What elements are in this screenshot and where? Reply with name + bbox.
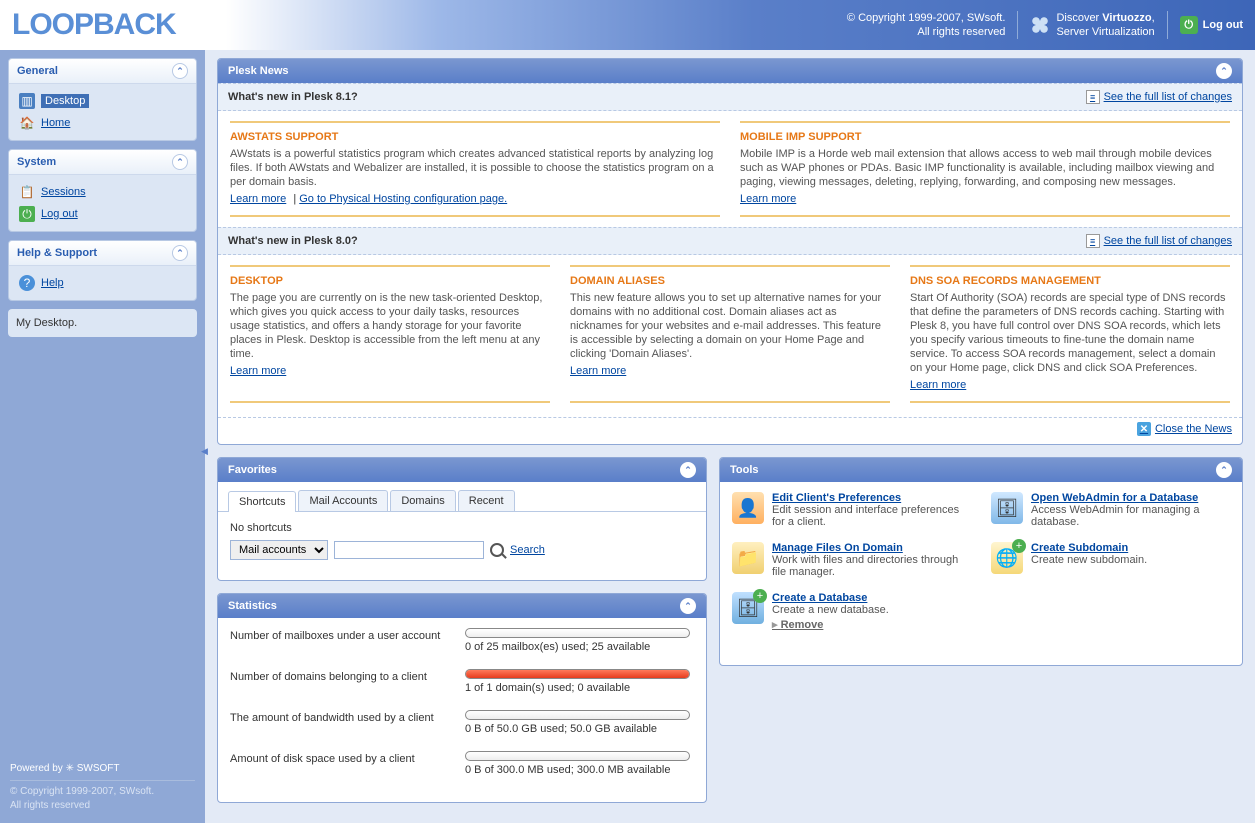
sidebar-help: Help & Support⌃ ? Help <box>8 240 197 301</box>
help-icon: ? <box>19 275 35 291</box>
favorites-empty-text: No shortcuts <box>230 522 694 534</box>
sidebar-item-sessions[interactable]: 📋 Sessions <box>17 181 188 203</box>
remove-link[interactable]: Remove <box>772 618 889 631</box>
stat-row: Amount of disk space used by a client0 B… <box>230 751 694 776</box>
collapse-icon[interactable]: ⌃ <box>1216 63 1232 79</box>
sidebar-item-desktop[interactable]: ▥ Desktop <box>17 90 188 112</box>
subdomain-icon: 🌐 <box>991 542 1023 574</box>
tool-edit-prefs: 👤 Edit Client's Preferences Edit session… <box>732 492 971 528</box>
learn-more-link[interactable]: Learn more <box>230 365 286 377</box>
sidebar: General⌃ ▥ Desktop 🏠 Home System⌃ 📋 Sess… <box>0 50 205 823</box>
favorites-panel: Favorites⌃ Shortcuts Mail Accounts Domai… <box>217 457 707 581</box>
discover-virtuozzo-link[interactable]: Discover Virtuozzo, Server Virtualizatio… <box>1018 11 1167 39</box>
tool-create-subdomain: 🌐 Create Subdomain Create new subdomain. <box>991 542 1230 574</box>
collapse-icon[interactable]: ⌃ <box>1216 462 1232 478</box>
stat-meter: 1 of 1 domain(s) used; 0 available <box>465 669 694 694</box>
learn-more-link[interactable]: Learn more <box>230 193 286 205</box>
collapse-icon[interactable]: ⌃ <box>172 63 188 79</box>
collapse-icon[interactable]: ⌃ <box>680 598 696 614</box>
desktop-icon: ▥ <box>19 93 35 109</box>
tab-shortcuts[interactable]: Shortcuts <box>228 491 296 512</box>
top-header: LOOPBACK © Copyright 1999-2007, SWsoft. … <box>0 0 1255 50</box>
collapse-icon[interactable]: ⌃ <box>680 462 696 478</box>
stat-row: The amount of bandwidth used by a client… <box>230 710 694 735</box>
header-copyright: © Copyright 1999-2007, SWsoft. All right… <box>847 11 1019 39</box>
search-link[interactable]: Search <box>510 544 545 556</box>
statistics-panel: Statistics⌃ Number of mailboxes under a … <box>217 593 707 803</box>
sidebar-context: My Desktop. <box>8 309 197 337</box>
stat-row: Number of mailboxes under a user account… <box>230 628 694 653</box>
tool-link[interactable]: Create a Database <box>772 592 867 604</box>
virtuozzo-icon <box>1030 15 1050 35</box>
hosting-config-link[interactable]: Go to Physical Hosting configuration pag… <box>299 193 507 205</box>
logout-button[interactable]: ⏻ Log out <box>1168 16 1243 34</box>
favorites-tabs: Shortcuts Mail Accounts Domains Recent <box>218 482 706 512</box>
search-icon <box>490 543 504 557</box>
favorites-type-select[interactable]: Mail accounts <box>230 540 328 560</box>
news-subhead-81: What's new in Plesk 8.1? ≡See the full l… <box>218 83 1242 111</box>
plesk-news-panel: Plesk News⌃ What's new in Plesk 8.1? ≡Se… <box>217 58 1243 445</box>
stat-row: Number of domains belonging to a client1… <box>230 669 694 694</box>
tool-manage-files: 📁 Manage Files On Domain Work with files… <box>732 542 971 578</box>
tab-recent[interactable]: Recent <box>458 490 515 511</box>
full-list-link[interactable]: ≡See the full list of changes <box>1086 90 1232 104</box>
tool-link[interactable]: Open WebAdmin for a Database <box>1031 492 1198 504</box>
news-desktop: DESKTOP The page you are currently on is… <box>230 265 550 403</box>
stat-label: Number of mailboxes under a user account <box>230 628 465 642</box>
stat-meter: 0 of 25 mailbox(es) used; 25 available <box>465 628 694 653</box>
learn-more-link[interactable]: Learn more <box>570 365 626 377</box>
sidebar-item-home[interactable]: 🏠 Home <box>17 112 188 134</box>
logo: LOOPBACK <box>12 8 176 42</box>
learn-more-link[interactable]: Learn more <box>910 379 966 391</box>
tools-panel: Tools⌃ 👤 Edit Client's Preferences Edit … <box>719 457 1243 666</box>
logout-icon: ⏻ <box>1180 16 1198 34</box>
collapse-icon[interactable]: ⌃ <box>172 245 188 261</box>
sidebar-item-help[interactable]: ? Help <box>17 272 188 294</box>
close-news-link[interactable]: ✕Close the News <box>1137 422 1232 436</box>
logout-icon: ⏻ <box>19 206 35 222</box>
tool-link[interactable]: Manage Files On Domain <box>772 542 903 554</box>
sessions-icon: 📋 <box>19 184 35 200</box>
tab-mail-accounts[interactable]: Mail Accounts <box>298 490 388 511</box>
tool-create-db: 🗄 Create a Database Create a new databas… <box>732 592 971 631</box>
main-content: ◀ Plesk News⌃ What's new in Plesk 8.1? ≡… <box>205 50 1255 823</box>
files-icon: 📁 <box>732 542 764 574</box>
stat-meter: 0 B of 300.0 MB used; 300.0 MB available <box>465 751 694 776</box>
list-icon: ≡ <box>1086 234 1100 248</box>
list-icon: ≡ <box>1086 90 1100 104</box>
stat-meter: 0 B of 50.0 GB used; 50.0 GB available <box>465 710 694 735</box>
home-icon: 🏠 <box>19 115 35 131</box>
full-list-link[interactable]: ≡See the full list of changes <box>1086 234 1232 248</box>
favorites-search-input[interactable] <box>334 541 484 559</box>
prefs-icon: 👤 <box>732 492 764 524</box>
stat-label: Number of domains belonging to a client <box>230 669 465 683</box>
tool-link[interactable]: Create Subdomain <box>1031 542 1128 554</box>
tool-open-webadmin: 🗄 Open WebAdmin for a Database Access We… <box>991 492 1230 528</box>
collapse-icon[interactable]: ⌃ <box>172 154 188 170</box>
sidebar-splitter[interactable]: ◀ <box>201 437 207 467</box>
news-dns-soa: DNS SOA RECORDS MANAGEMENT Start Of Auth… <box>910 265 1230 403</box>
close-icon: ✕ <box>1137 422 1151 436</box>
sidebar-system: System⌃ 📋 Sessions ⏻ Log out <box>8 149 197 232</box>
learn-more-link[interactable]: Learn more <box>740 193 796 205</box>
tool-link[interactable]: Edit Client's Preferences <box>772 492 901 504</box>
webadmin-icon: 🗄 <box>991 492 1023 524</box>
sidebar-general: General⌃ ▥ Desktop 🏠 Home <box>8 58 197 141</box>
tab-domains[interactable]: Domains <box>390 490 455 511</box>
news-awstats: AWSTATS SUPPORT AWstats is a powerful st… <box>230 121 720 217</box>
database-icon: 🗄 <box>732 592 764 624</box>
sidebar-item-logout[interactable]: ⏻ Log out <box>17 203 188 225</box>
news-domain-aliases: DOMAIN ALIASES This new feature allows y… <box>570 265 890 403</box>
stat-label: The amount of bandwidth used by a client <box>230 710 465 724</box>
stat-label: Amount of disk space used by a client <box>230 751 465 765</box>
news-subhead-80: What's new in Plesk 8.0? ≡See the full l… <box>218 227 1242 255</box>
news-mobile-imp: MOBILE IMP SUPPORT Mobile IMP is a Horde… <box>740 121 1230 217</box>
